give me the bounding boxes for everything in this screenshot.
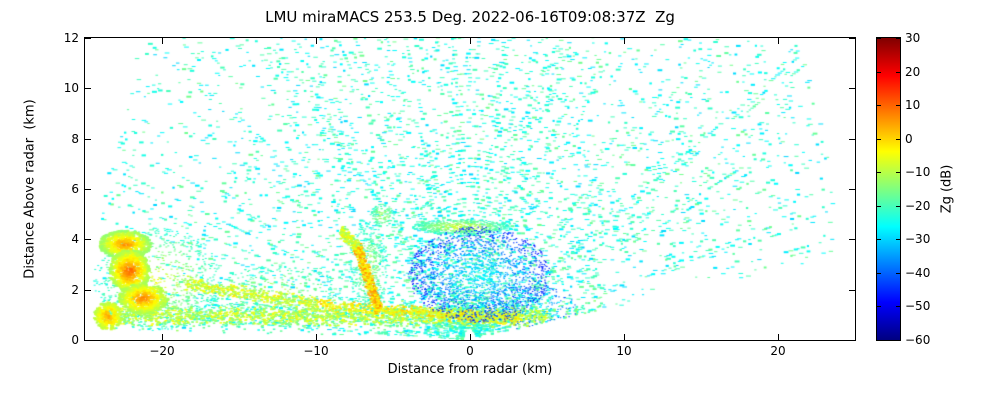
tick-mark (162, 38, 163, 44)
tick-mark (896, 105, 900, 107)
tick-mark (849, 340, 855, 341)
tick-mark (877, 306, 881, 308)
y-tick-label: 2 (71, 283, 79, 297)
colorbar-tick-label: 30 (905, 31, 921, 45)
y-axis-label: Distance Above radar (km) (22, 99, 38, 279)
x-tick-label: −10 (303, 344, 329, 358)
tick-mark (849, 189, 855, 190)
y-tick-label: 4 (71, 232, 79, 246)
y-tick-label: 0 (71, 333, 79, 347)
tick-mark (896, 306, 900, 308)
rhi-scatter-canvas (85, 38, 855, 340)
colorbar-tick-label: −50 (905, 299, 931, 313)
plot-frame (84, 37, 856, 341)
tick-mark (778, 334, 779, 340)
chart-title: LMU miraMACS 253.5 Deg. 2022-06-16T09:08… (265, 8, 675, 26)
x-tick-label: 20 (770, 344, 786, 358)
tick-mark (470, 334, 471, 340)
tick-mark (877, 71, 881, 73)
tick-mark (85, 189, 91, 190)
tick-mark (316, 38, 317, 44)
tick-mark (85, 138, 91, 140)
colorbar-gradient (877, 38, 900, 340)
tick-mark (877, 340, 881, 341)
tick-mark (896, 340, 900, 341)
colorbar-tick-label: −30 (905, 232, 931, 246)
x-tick-label: 10 (616, 344, 632, 358)
tick-mark (896, 272, 900, 274)
tick-mark (85, 38, 91, 39)
colorbar-frame (876, 37, 901, 341)
tick-mark (877, 38, 881, 39)
y-tick-label: 12 (63, 31, 79, 45)
tick-mark (85, 88, 91, 90)
tick-mark (877, 239, 881, 241)
tick-mark (896, 138, 900, 140)
tick-mark (778, 38, 779, 44)
colorbar-tick-label: 20 (905, 65, 921, 79)
tick-mark (877, 138, 881, 140)
colorbar-tick-label: 0 (905, 132, 913, 146)
tick-mark (896, 38, 900, 39)
tick-mark (85, 239, 91, 241)
tick-mark (896, 71, 900, 73)
colorbar-tick-label: −60 (905, 333, 931, 347)
y-tick-label: 8 (71, 132, 79, 146)
tick-mark (896, 205, 900, 207)
tick-mark (849, 138, 855, 140)
tick-mark (877, 172, 881, 174)
colorbar-tick-label: 10 (905, 98, 921, 112)
tick-mark (877, 105, 881, 107)
tick-mark (162, 334, 163, 340)
tick-mark (896, 239, 900, 241)
tick-mark (849, 38, 855, 39)
tick-mark (316, 334, 317, 340)
tick-mark (849, 239, 855, 241)
x-tick-label: −20 (149, 344, 175, 358)
tick-mark (624, 334, 625, 340)
y-tick-label: 10 (63, 81, 79, 95)
tick-mark (470, 38, 471, 44)
tick-mark (849, 88, 855, 90)
colorbar-label: Zg (dB) (939, 164, 955, 214)
tick-mark (877, 272, 881, 274)
colorbar-tick-label: −40 (905, 266, 931, 280)
x-tick-label: 0 (466, 344, 474, 358)
tick-mark (896, 172, 900, 174)
y-tick-label: 6 (71, 182, 79, 196)
tick-mark (849, 289, 855, 291)
tick-mark (85, 340, 91, 341)
tick-mark (624, 38, 625, 44)
x-axis-label: Distance from radar (km) (387, 362, 553, 377)
colorbar-tick-label: −20 (905, 199, 931, 213)
tick-mark (85, 289, 91, 291)
colorbar-tick-label: −10 (905, 165, 931, 179)
tick-mark (877, 205, 881, 207)
